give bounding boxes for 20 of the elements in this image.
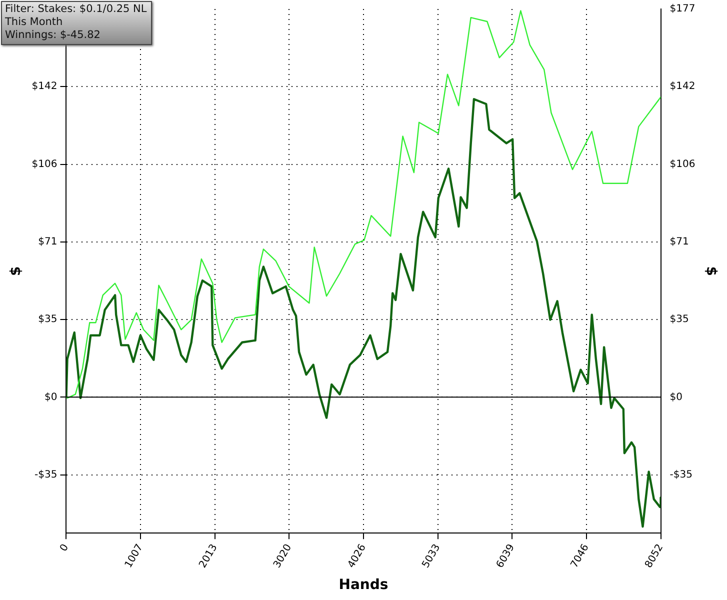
y2-tick-label: $106 xyxy=(670,158,696,170)
y2-tick-label: -$35 xyxy=(670,469,692,480)
y2-axis-title: $ xyxy=(702,266,719,276)
y2-tick-label: $0 xyxy=(670,392,682,403)
x-axis-title: Hands xyxy=(338,577,388,594)
y-tick-label: -$35 xyxy=(34,469,58,480)
y2-tick-label: $177 xyxy=(670,4,696,15)
annotation: Winnings: $-45.82 xyxy=(5,29,102,42)
y-axis-title: $ xyxy=(8,266,24,276)
text: This Month xyxy=(5,16,64,29)
y-tick-label: $142 xyxy=(32,81,58,92)
x-tick-label: 0 xyxy=(58,542,72,554)
y-tick-label: $71 xyxy=(38,236,58,248)
annotation: Filter: Stakes: $0.1/0.25 NL xyxy=(5,3,147,16)
y-tick-label: $106 xyxy=(32,158,58,170)
y2-tick-label: $35 xyxy=(670,314,689,326)
y2-tick-label: $71 xyxy=(670,236,689,248)
y-tick-label: $0 xyxy=(44,392,58,403)
y2-tick-label: $142 xyxy=(670,81,696,92)
y-tick-label: $35 xyxy=(38,314,58,326)
